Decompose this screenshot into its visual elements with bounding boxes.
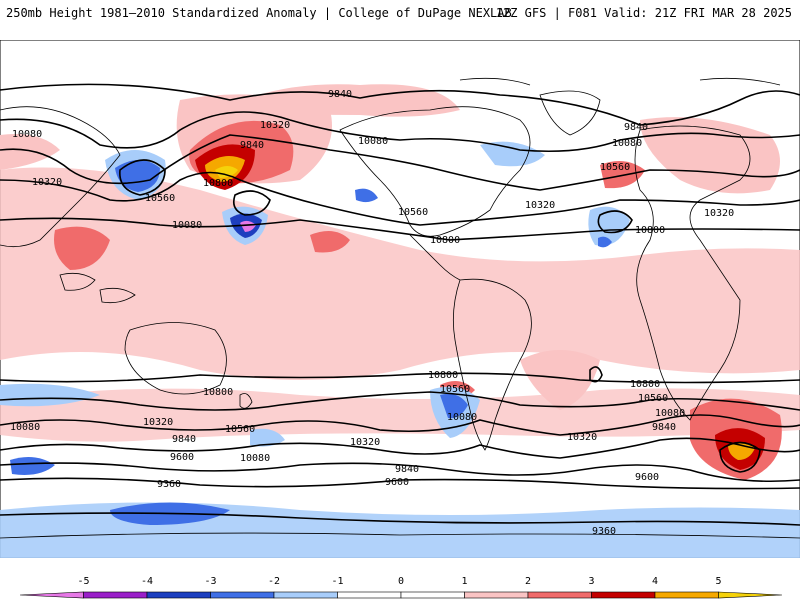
contour-label: 9840 bbox=[624, 122, 648, 133]
height-contours bbox=[0, 83, 800, 526]
contour-label: 9840 bbox=[652, 422, 676, 433]
contour-label: 10320 bbox=[143, 417, 173, 428]
model-run-info: 12Z GFS | F081 Valid: 21Z FRI MAR 28 202… bbox=[495, 6, 792, 20]
colorbar-tick-label: 0 bbox=[398, 576, 404, 587]
continent-outlines bbox=[0, 77, 800, 539]
contour-label: 10560 bbox=[600, 162, 630, 173]
colorbar-cell bbox=[146, 591, 211, 599]
colorbar-tick-label: -5 bbox=[77, 576, 89, 587]
contour-label: 10560 bbox=[440, 384, 470, 395]
contour-label: 10320 bbox=[32, 177, 62, 188]
colorbar-tick-label: 4 bbox=[652, 576, 658, 587]
contour-label: 9840 bbox=[328, 89, 352, 100]
contour-label: 9600 bbox=[170, 452, 194, 463]
contour-label: 10080 bbox=[12, 129, 42, 140]
contour-label: 9840 bbox=[172, 434, 196, 445]
contour-label: 10080 bbox=[10, 422, 40, 433]
colorbar-cell bbox=[718, 591, 783, 599]
contour-label: 10800 bbox=[635, 225, 665, 236]
colorbar-cell bbox=[83, 591, 148, 599]
colorbar-cell bbox=[591, 591, 656, 599]
colorbar-tick-label: -2 bbox=[268, 576, 280, 587]
contour-label: 10560 bbox=[398, 207, 428, 218]
colorbar-cell bbox=[527, 591, 592, 599]
contour-label: 10080 bbox=[358, 136, 388, 147]
contour-label: 10560 bbox=[225, 424, 255, 435]
colorbar-tick-label: 5 bbox=[715, 576, 721, 587]
contour-label: 10320 bbox=[260, 120, 290, 131]
contour-labels: 9840 10080 10320 10560 10800 10080 10320… bbox=[10, 89, 734, 537]
colorbar-cell bbox=[654, 591, 719, 599]
contour-label: 9600 bbox=[635, 472, 659, 483]
colorbar-cells bbox=[19, 591, 783, 599]
anomaly-shading bbox=[0, 84, 800, 558]
colorbar-tick-label: 3 bbox=[588, 576, 594, 587]
contour-label: 10800 bbox=[203, 387, 233, 398]
contour-label: 10080 bbox=[447, 412, 477, 423]
contour-label: 10080 bbox=[172, 220, 202, 231]
contour-label: 10800 bbox=[630, 379, 660, 390]
colorbar-cell bbox=[400, 591, 465, 599]
contour-label: 10320 bbox=[350, 437, 380, 448]
colorbar-cell bbox=[464, 591, 529, 599]
colorbar-tick-label: -1 bbox=[331, 576, 343, 587]
colorbar-cell bbox=[337, 591, 402, 599]
contour-label: 10800 bbox=[203, 178, 233, 189]
colorbar-tick-label: -4 bbox=[141, 576, 153, 587]
contour-label: 10800 bbox=[428, 370, 458, 381]
colorbar-tick-label: -3 bbox=[204, 576, 216, 587]
contour-label: 10320 bbox=[525, 200, 555, 211]
anomaly-map: 9840 10080 10320 10560 10800 10080 10320… bbox=[0, 39, 800, 559]
map-header: 250mb Height 1981–2010 Standardized Anom… bbox=[0, 0, 800, 40]
contour-label: 10320 bbox=[567, 432, 597, 443]
colorbar-cell bbox=[19, 591, 84, 599]
map-panel: 9840 10080 10320 10560 10800 10080 10320… bbox=[0, 39, 800, 559]
contour-label: 10080 bbox=[655, 408, 685, 419]
contour-label: 9600 bbox=[385, 477, 409, 488]
anomaly-colorbar: -5 -4 -3 -2 -1 0 1 2 3 4 5 bbox=[0, 570, 800, 600]
contour-label: 10080 bbox=[240, 453, 270, 464]
contour-label: 10800 bbox=[430, 235, 460, 246]
contour-label: 10560 bbox=[638, 393, 668, 404]
colorbar-cell bbox=[210, 591, 275, 599]
map-title: 250mb Height 1981–2010 Standardized Anom… bbox=[6, 6, 512, 20]
contour-label: 9840 bbox=[395, 464, 419, 475]
colorbar-ticks: -5 -4 -3 -2 -1 0 1 2 3 4 5 bbox=[77, 576, 721, 587]
contour-label: 9360 bbox=[592, 526, 616, 537]
colorbar-svg: -5 -4 -3 -2 -1 0 1 2 3 4 5 bbox=[19, 576, 783, 599]
contour-label: 10320 bbox=[704, 208, 734, 219]
colorbar-tick-label: 2 bbox=[525, 576, 531, 587]
contour-label: 9840 bbox=[240, 140, 264, 151]
colorbar-cell bbox=[273, 591, 338, 599]
contour-label: 10560 bbox=[145, 193, 175, 204]
contour-label: 9360 bbox=[157, 479, 181, 490]
colorbar-tick-label: 1 bbox=[461, 576, 467, 587]
contour-label: 10080 bbox=[612, 138, 642, 149]
